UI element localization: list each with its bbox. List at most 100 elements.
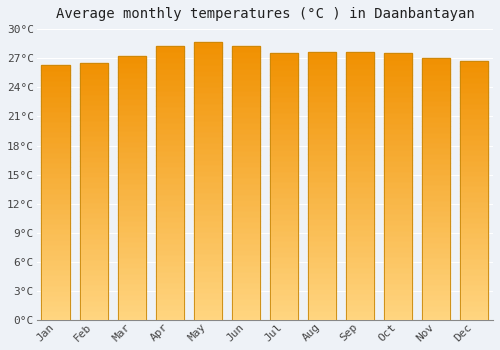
- Bar: [270, 117, 298, 123]
- Bar: [308, 234, 336, 240]
- Bar: [460, 123, 488, 128]
- Bar: [270, 304, 298, 310]
- Bar: [80, 89, 108, 94]
- Bar: [270, 187, 298, 192]
- Bar: [232, 293, 260, 298]
- Bar: [80, 176, 108, 181]
- Bar: [156, 90, 184, 95]
- Bar: [422, 262, 450, 268]
- Bar: [156, 95, 184, 100]
- Bar: [346, 84, 374, 90]
- Bar: [346, 283, 374, 288]
- Bar: [308, 224, 336, 229]
- Bar: [346, 218, 374, 224]
- Bar: [384, 181, 412, 187]
- Bar: [194, 309, 222, 315]
- Bar: [384, 224, 412, 230]
- Bar: [346, 208, 374, 213]
- Bar: [422, 231, 450, 236]
- Bar: [270, 267, 298, 272]
- Bar: [156, 155, 184, 161]
- Bar: [42, 121, 70, 126]
- Bar: [232, 145, 260, 150]
- Bar: [80, 161, 108, 166]
- Bar: [270, 123, 298, 128]
- Bar: [270, 133, 298, 139]
- Bar: [80, 63, 108, 320]
- Bar: [460, 222, 488, 227]
- Bar: [384, 171, 412, 176]
- Bar: [156, 238, 184, 243]
- Bar: [422, 63, 450, 69]
- Bar: [232, 106, 260, 112]
- Bar: [80, 73, 108, 78]
- Bar: [346, 165, 374, 170]
- Bar: [384, 310, 412, 315]
- Bar: [384, 267, 412, 272]
- Bar: [460, 232, 488, 237]
- Bar: [270, 75, 298, 80]
- Bar: [270, 80, 298, 85]
- Bar: [460, 128, 488, 134]
- Bar: [194, 231, 222, 237]
- Bar: [422, 126, 450, 132]
- Bar: [118, 199, 146, 204]
- Bar: [346, 267, 374, 272]
- Bar: [156, 227, 184, 232]
- Bar: [80, 284, 108, 289]
- Bar: [384, 149, 412, 155]
- Bar: [384, 294, 412, 299]
- Bar: [232, 95, 260, 100]
- Bar: [422, 132, 450, 137]
- Bar: [308, 315, 336, 320]
- Bar: [118, 141, 146, 146]
- Bar: [156, 46, 184, 320]
- Bar: [156, 51, 184, 57]
- Bar: [346, 100, 374, 106]
- Bar: [460, 97, 488, 103]
- Bar: [194, 120, 222, 125]
- Bar: [80, 63, 108, 320]
- Bar: [156, 232, 184, 238]
- Bar: [346, 272, 374, 278]
- Bar: [308, 79, 336, 84]
- Bar: [422, 289, 450, 294]
- Bar: [384, 107, 412, 112]
- Bar: [232, 161, 260, 167]
- Bar: [80, 171, 108, 176]
- Title: Average monthly temperatures (°C ) in Daanbantayan: Average monthly temperatures (°C ) in Da…: [56, 7, 474, 21]
- Bar: [346, 122, 374, 127]
- Bar: [232, 167, 260, 172]
- Bar: [422, 299, 450, 304]
- Bar: [308, 213, 336, 218]
- Bar: [156, 112, 184, 117]
- Bar: [156, 145, 184, 150]
- Bar: [460, 211, 488, 217]
- Bar: [194, 47, 222, 53]
- Bar: [270, 53, 298, 320]
- Bar: [194, 142, 222, 148]
- Bar: [422, 294, 450, 299]
- Bar: [346, 52, 374, 320]
- Bar: [308, 117, 336, 122]
- Bar: [422, 216, 450, 221]
- Bar: [194, 203, 222, 209]
- Bar: [194, 42, 222, 320]
- Bar: [80, 228, 108, 233]
- Bar: [270, 261, 298, 267]
- Bar: [270, 278, 298, 283]
- Bar: [460, 61, 488, 320]
- Bar: [384, 230, 412, 235]
- Bar: [384, 208, 412, 214]
- Bar: [460, 118, 488, 123]
- Bar: [232, 57, 260, 62]
- Bar: [308, 69, 336, 74]
- Bar: [384, 235, 412, 240]
- Bar: [460, 186, 488, 191]
- Bar: [42, 218, 70, 223]
- Bar: [118, 188, 146, 194]
- Bar: [384, 261, 412, 267]
- Bar: [422, 268, 450, 273]
- Bar: [460, 315, 488, 320]
- Bar: [232, 309, 260, 315]
